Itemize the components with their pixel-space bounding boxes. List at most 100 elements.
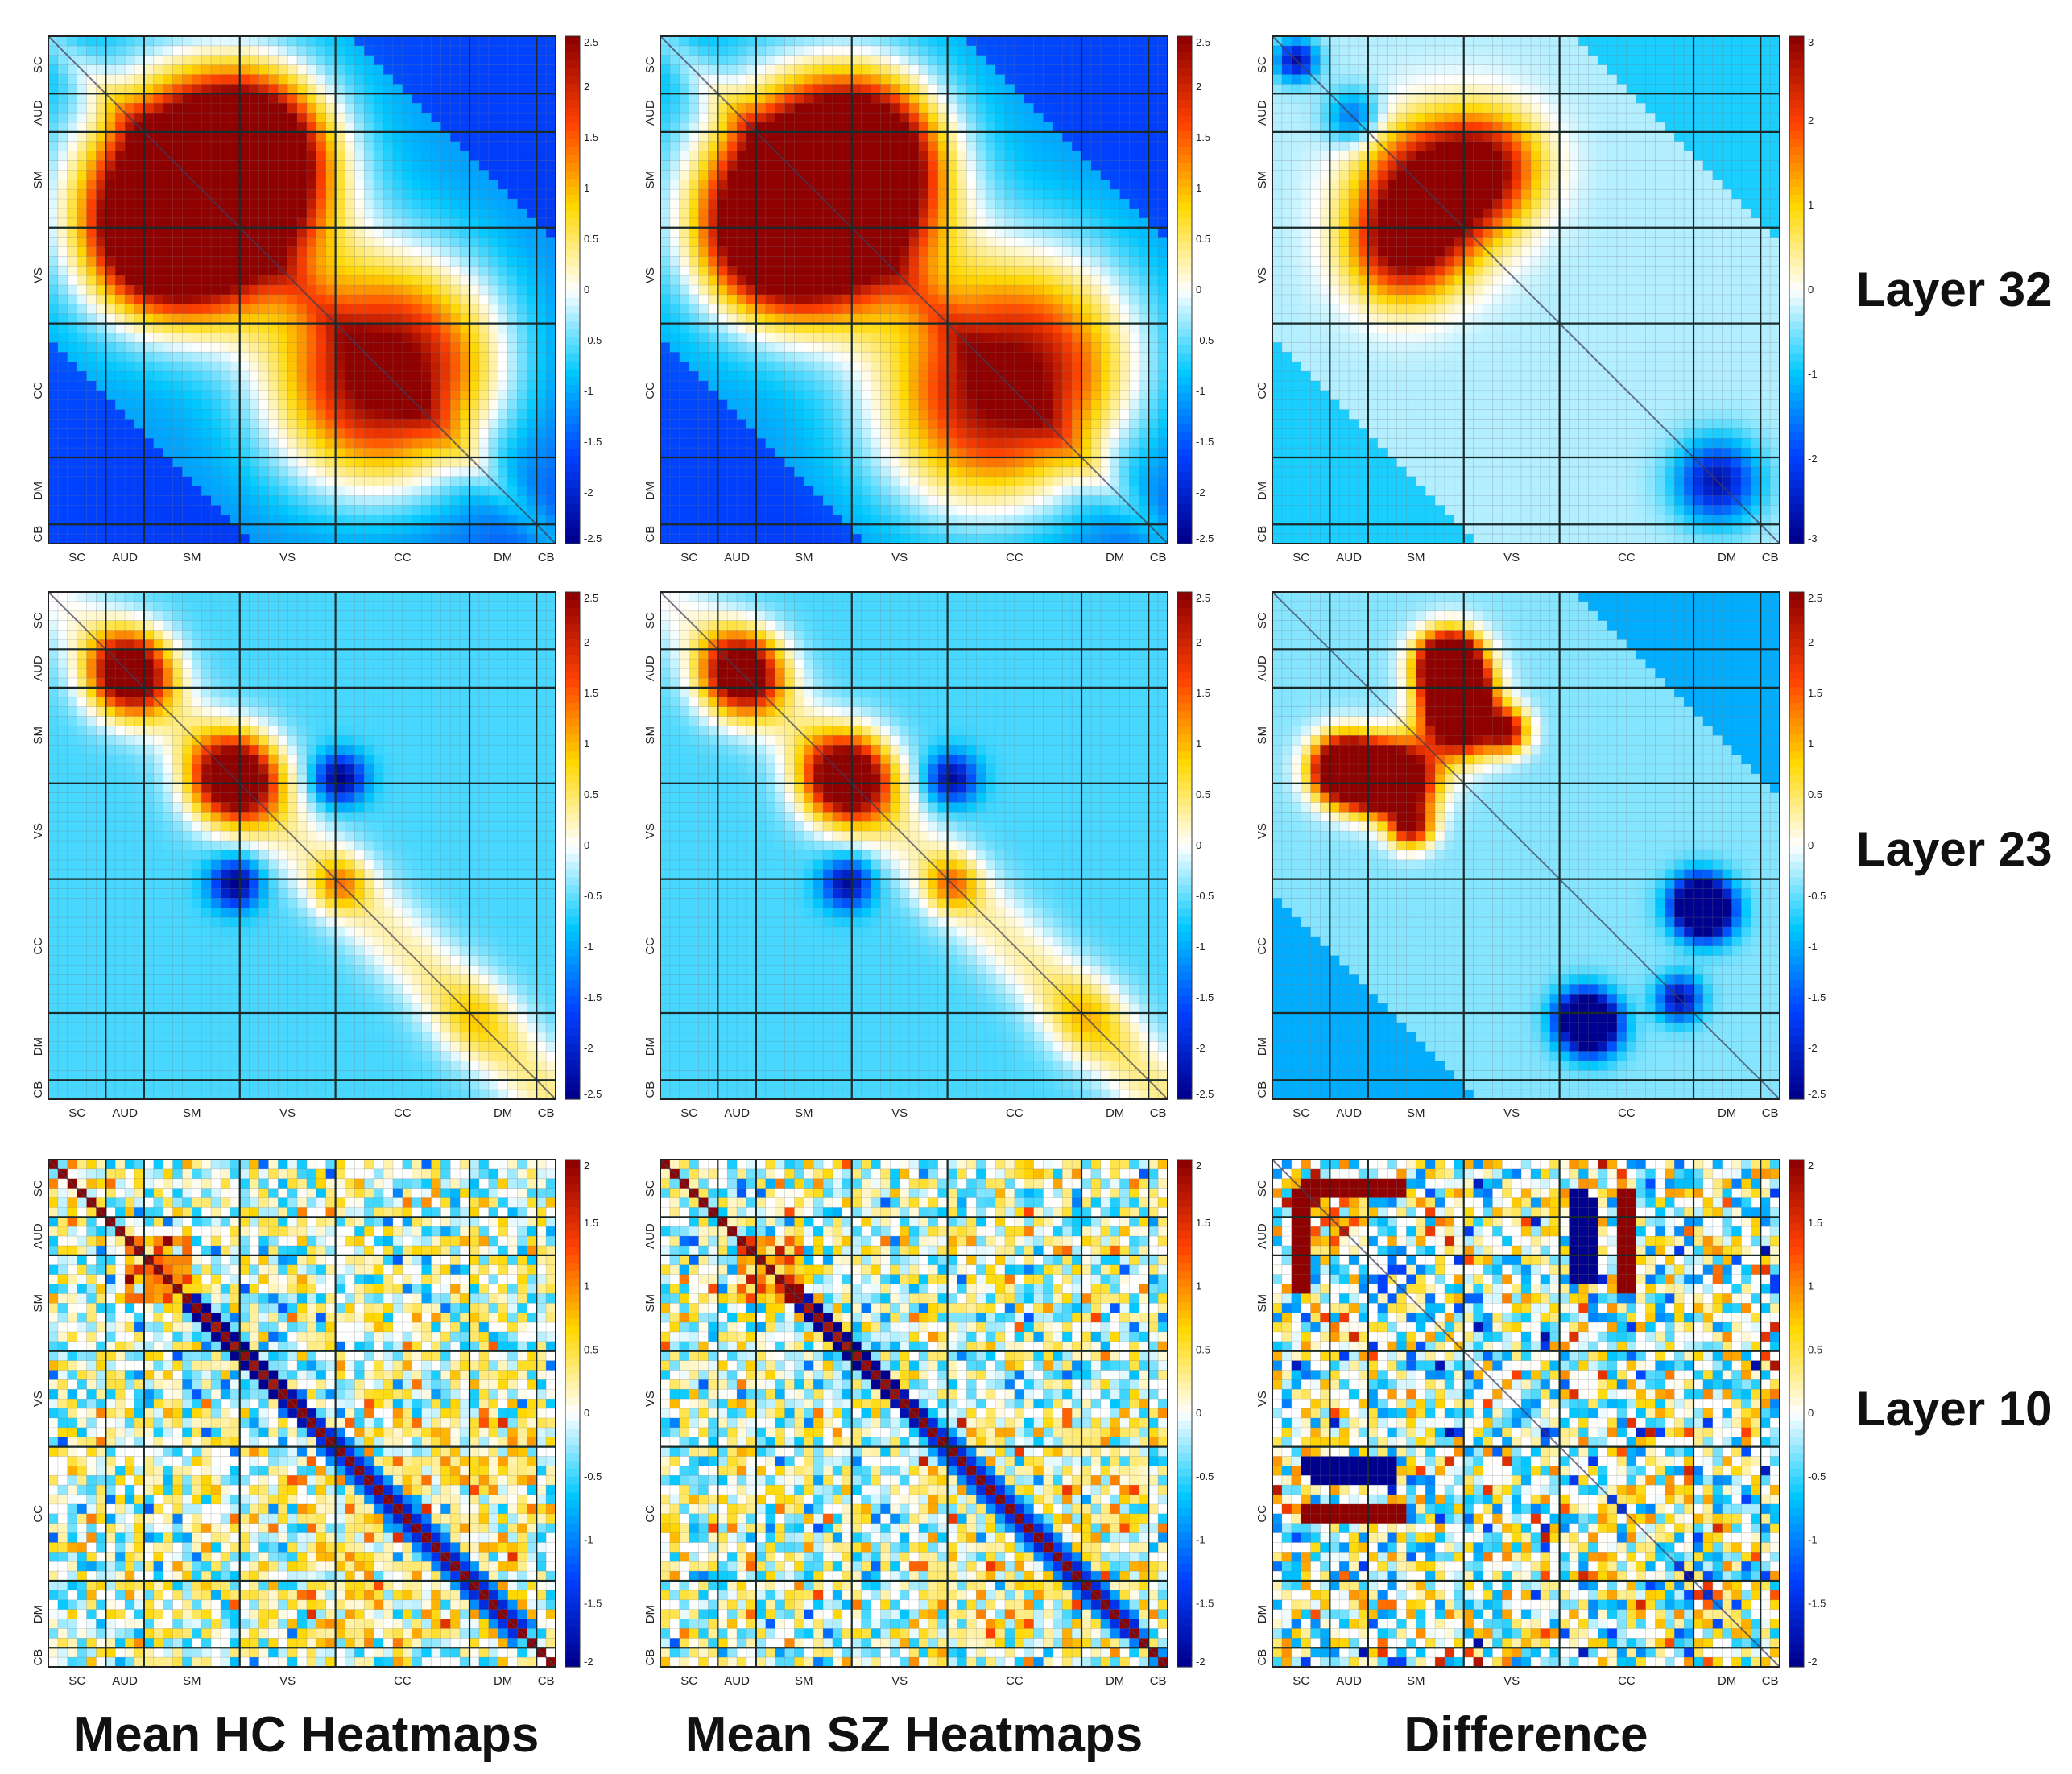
heatmap-cell (297, 170, 307, 180)
heatmap-cell (230, 84, 240, 93)
heatmap-cell (268, 75, 278, 85)
heatmap-cell (489, 142, 498, 151)
heatmap-cell (48, 199, 58, 209)
heatmap-cell (307, 218, 316, 228)
heatmap-cell (68, 142, 77, 151)
heatmap-cell (105, 132, 115, 142)
heatmap-cell (134, 209, 144, 218)
heatmap-cell (508, 46, 518, 56)
heatmap-cell (489, 84, 498, 93)
heatmap-cell (450, 161, 460, 171)
heatmap-cell (268, 180, 278, 189)
heatmap-cell (134, 132, 144, 142)
heatmap-cell (498, 132, 508, 142)
heatmap-cell (163, 113, 173, 122)
heatmap-cell (96, 228, 105, 238)
heatmap-cell (383, 151, 393, 161)
heatmap-cell (259, 228, 269, 238)
heatmap-cell (68, 199, 77, 209)
heatmap-cell (498, 93, 508, 103)
heatmap-cell (422, 65, 432, 75)
heatmap-cell (144, 36, 154, 46)
heatmap-cell (144, 161, 154, 171)
heatmap-cell (489, 256, 498, 266)
heatmap-cell (87, 266, 97, 275)
heatmap-cell (517, 256, 527, 266)
heatmap-cell (546, 256, 556, 266)
heatmap-cell (268, 46, 278, 56)
heatmap-cell (173, 218, 183, 228)
heatmap-cell (192, 75, 201, 85)
heatmap-cell (307, 93, 316, 103)
heatmap-cell (105, 161, 115, 171)
heatmap-cell (77, 36, 87, 46)
heatmap-cell (68, 113, 77, 122)
heatmap-cell (536, 113, 546, 122)
heatmap-cell (68, 84, 77, 93)
heatmap-cell (536, 65, 546, 75)
heatmap-cell (192, 266, 201, 275)
heatmap-cell (374, 151, 383, 161)
heatmap-cell (527, 238, 536, 247)
heatmap-cell (182, 180, 192, 189)
heatmap-cell (163, 180, 173, 189)
heatmap-cell (364, 180, 374, 189)
heatmap-cell (422, 170, 432, 180)
heatmap-cell (383, 56, 393, 65)
heatmap-cell (374, 113, 383, 122)
heatmap-cell (546, 84, 556, 93)
heatmap-cell (460, 161, 469, 171)
heatmap-cell (287, 75, 297, 85)
heatmap-cell (278, 103, 287, 113)
heatmap-cell (431, 256, 440, 266)
heatmap-cell (422, 161, 432, 171)
heatmap-cell (182, 132, 192, 142)
heatmap-cell (450, 93, 460, 103)
heatmap-cell (77, 84, 87, 93)
heatmap-cell (498, 36, 508, 46)
heatmap-cell (96, 65, 105, 75)
heatmap-cell (479, 228, 489, 238)
heatmap-cell (287, 103, 297, 113)
heatmap-cell (268, 189, 278, 199)
heatmap-cell (307, 209, 316, 218)
heatmap-cell (479, 199, 489, 209)
heatmap-cell (278, 93, 287, 103)
heatmap-cell (412, 180, 422, 189)
heatmap-cell (77, 132, 87, 142)
heatmap-cell (383, 142, 393, 151)
heatmap-cell (393, 228, 403, 238)
heatmap-cell (297, 122, 307, 132)
heatmap-cell (527, 199, 536, 209)
heatmap-cell (374, 199, 383, 209)
heatmap-cell (517, 56, 527, 65)
heatmap-cell (154, 46, 163, 56)
heatmap-cell (163, 36, 173, 46)
heatmap-cell (450, 209, 460, 218)
heatmap-cell (374, 56, 383, 65)
heatmap-cell (527, 170, 536, 180)
heatmap-cell (345, 189, 354, 199)
heatmap-cell (460, 189, 469, 199)
heatmap-cell (508, 75, 518, 85)
heatmap-cell (154, 161, 163, 171)
heatmap-cell (536, 122, 546, 132)
heatmap-cell (450, 142, 460, 151)
heatmap-cell (527, 189, 536, 199)
heatmap-cell (278, 161, 287, 171)
heatmap-cell (354, 46, 364, 56)
heatmap-cell (489, 132, 498, 142)
heatmap-cell (297, 247, 307, 257)
heatmap-cell (316, 132, 326, 142)
heatmap-cell (345, 65, 354, 75)
heatmap-cell (297, 84, 307, 93)
heatmap-cell (460, 46, 469, 56)
heatmap-cell (527, 46, 536, 56)
heatmap-cell (345, 122, 354, 132)
heatmap-cell (403, 180, 412, 189)
heatmap-cell (144, 151, 154, 161)
heatmap-cell (336, 238, 345, 247)
heatmap-cell (508, 151, 518, 161)
heatmap-cell (278, 75, 287, 85)
heatmap-cell (278, 238, 287, 247)
